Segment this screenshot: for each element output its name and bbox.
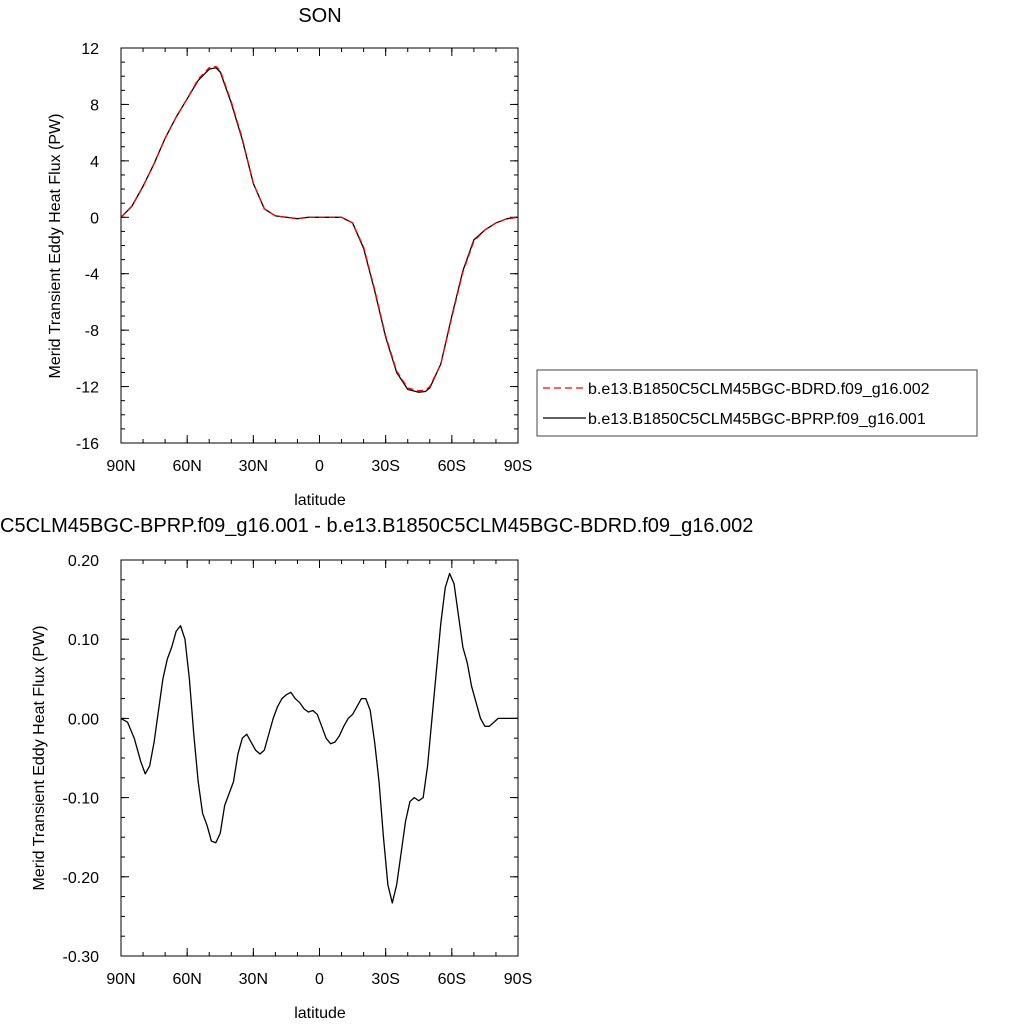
bottom-panel-xlabel: latitude	[294, 1005, 346, 1022]
xtick-label: 90S	[504, 458, 532, 475]
series-line	[120, 65, 519, 392]
xtick-label: 90S	[504, 971, 532, 988]
top-panel-title: SON	[298, 5, 341, 27]
ytick-label: 8	[90, 97, 99, 114]
ytick-label: -16	[76, 436, 99, 453]
top-panel-ylabel: Merid Transient Eddy Heat Flux (PW)	[47, 114, 64, 379]
bottom-panel-series	[120, 572, 518, 904]
ytick-label: -0.10	[63, 791, 100, 808]
xtick-label: 30S	[371, 458, 399, 475]
xtick-label: 30N	[239, 971, 268, 988]
xtick-label: 30N	[239, 458, 268, 475]
xtick-label: 60S	[438, 458, 466, 475]
ytick-label: 12	[81, 41, 99, 58]
top-panel-series	[120, 65, 519, 393]
ytick-label: 0.10	[68, 632, 99, 649]
xtick-label: 90N	[106, 458, 135, 475]
xtick-label: 60N	[172, 971, 201, 988]
legend-label-series-2: b.e13.B1850C5CLM45BGC-BPRP.f09_g16.001	[588, 411, 926, 428]
ytick-label: -8	[85, 323, 99, 340]
top-panel: SON 90N 60N 30N 0 30S 60S 90S 12 8 4 0 -4 -8 -12 -16 l…	[47, 5, 978, 509]
xtick-label: 30S	[371, 971, 399, 988]
bottom-panel-ylabel: Merid Transient Eddy Heat Flux (PW)	[31, 626, 48, 891]
ytick-label: 0.20	[68, 553, 99, 570]
bottom-panel-frame	[120, 559, 519, 957]
ytick-label: 0.00	[68, 711, 99, 728]
top-panel-frame	[120, 47, 519, 444]
ytick-label: -0.20	[63, 870, 100, 887]
bottom-panel: b.e13.B1850C5CLM45BGC-BPRP.f09_g16.001 -…	[0, 515, 753, 1022]
top-panel-ticks: 90N 60N 30N 0 30S 60S 90S 12 8 4 0 -4 -8 -12 -16	[76, 41, 532, 475]
ytick-label: -4	[85, 267, 99, 284]
xtick-label: 60N	[172, 458, 201, 475]
xtick-label: 0	[315, 971, 324, 988]
series-line	[120, 572, 518, 904]
xtick-label: 0	[315, 458, 324, 475]
bottom-panel-title: b.e13.B1850C5CLM45BGC-BPRP.f09_g16.001 -…	[0, 515, 753, 537]
ytick-label: -12	[76, 380, 99, 397]
ytick-label: 0	[90, 210, 99, 227]
xtick-label: 60S	[438, 971, 466, 988]
top-panel-xlabel: latitude	[294, 492, 346, 509]
legend-box	[536, 369, 978, 437]
ytick-label: 4	[90, 154, 99, 171]
bottom-panel-ticks: 90N 60N 30N 0 30S 60S 90S 0.20 0.10 0.00 -0.10 -0.2…	[63, 553, 533, 988]
series-line	[120, 67, 519, 393]
legend: b.e13.B1850C5CLM45BGC-BDRD.f09_g16.002 b…	[536, 369, 978, 437]
xtick-label: 90N	[106, 971, 135, 988]
legend-label-series-1: b.e13.B1850C5CLM45BGC-BDRD.f09_g16.002	[588, 381, 930, 398]
ytick-label: -0.30	[63, 949, 100, 966]
